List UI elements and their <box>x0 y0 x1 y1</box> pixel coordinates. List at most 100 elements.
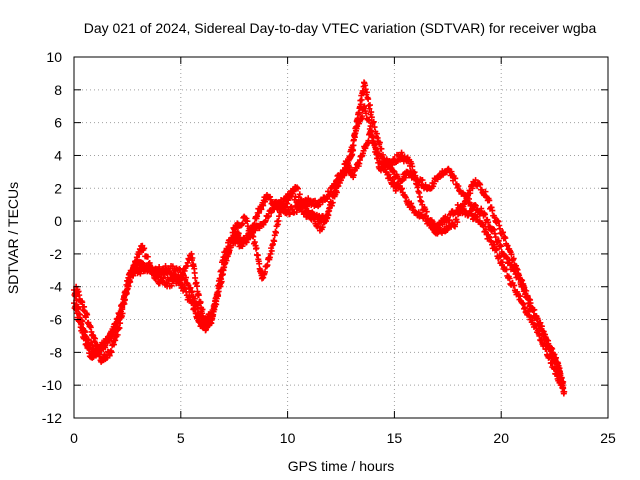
data-point <box>286 210 293 217</box>
data-point <box>430 180 437 187</box>
data-point <box>359 113 366 120</box>
data-point <box>193 283 200 290</box>
data-point <box>189 288 196 295</box>
data-layer <box>71 79 568 397</box>
data-point <box>295 200 302 207</box>
data-point <box>294 185 301 192</box>
data-point <box>319 224 326 231</box>
data-point <box>371 141 378 148</box>
data-point <box>304 203 311 210</box>
data-point <box>376 139 383 146</box>
data-point <box>482 211 489 218</box>
data-point <box>534 315 541 322</box>
data-point <box>508 251 515 258</box>
y-tick-label: -2 <box>50 246 63 262</box>
data-point <box>378 145 385 152</box>
data-point <box>244 236 251 243</box>
data-point <box>106 337 113 344</box>
data-point <box>92 335 99 342</box>
data-point <box>423 208 430 215</box>
data-point <box>324 214 331 221</box>
y-tick-label: 10 <box>46 49 62 65</box>
data-point <box>521 284 528 291</box>
data-point <box>477 181 484 188</box>
y-tick-label: 2 <box>54 180 62 196</box>
data-point <box>365 137 372 144</box>
data-point <box>362 86 369 93</box>
data-point <box>265 213 272 220</box>
x-tick-label: 20 <box>493 430 509 446</box>
data-point <box>114 331 121 338</box>
data-point <box>489 207 496 214</box>
data-point <box>282 203 289 210</box>
data-point <box>231 238 238 245</box>
data-point <box>235 230 242 237</box>
y-axis-label: SDTVAR / TECUs <box>5 182 21 294</box>
data-point <box>399 177 406 184</box>
data-point <box>469 185 476 192</box>
data-point <box>208 320 215 327</box>
data-point <box>368 109 375 116</box>
data-point <box>389 175 396 182</box>
data-point <box>253 245 260 252</box>
data-point <box>321 219 328 226</box>
y-tick-label: -8 <box>50 344 63 360</box>
data-point <box>256 260 263 267</box>
data-point <box>446 217 453 224</box>
data-point <box>168 282 175 289</box>
data-point <box>311 216 318 223</box>
data-point <box>502 235 509 242</box>
x-tick-label: 0 <box>70 430 78 446</box>
data-point <box>310 212 317 219</box>
data-point <box>372 145 379 152</box>
data-point <box>495 237 502 244</box>
data-point <box>396 184 403 191</box>
data-point <box>160 275 167 282</box>
x-tick-label: 5 <box>177 430 185 446</box>
data-point <box>119 310 126 317</box>
data-point <box>316 221 323 228</box>
data-point <box>329 199 336 206</box>
data-point <box>358 96 365 103</box>
data-point <box>452 175 459 182</box>
data-point <box>300 198 307 205</box>
data-point <box>499 259 506 266</box>
data-point <box>216 280 223 287</box>
data-point <box>129 272 136 279</box>
data-point <box>123 290 130 297</box>
data-point <box>340 167 347 174</box>
data-point <box>271 238 278 245</box>
data-point <box>169 263 176 270</box>
data-point <box>538 323 545 330</box>
series-track-c <box>73 127 568 397</box>
y-tick-label: 6 <box>54 115 62 131</box>
data-point <box>412 172 419 179</box>
data-point <box>94 341 101 348</box>
data-point <box>506 275 513 282</box>
y-tick-label: -12 <box>42 410 62 426</box>
data-point <box>192 274 199 281</box>
data-point <box>121 296 128 303</box>
data-point <box>141 245 148 252</box>
data-point <box>363 110 370 117</box>
data-point <box>273 229 280 236</box>
data-point <box>554 361 561 368</box>
plot-frame <box>73 56 609 419</box>
data-point <box>110 341 117 348</box>
data-point <box>527 300 534 307</box>
data-point <box>336 180 343 187</box>
data-point <box>182 274 189 281</box>
data-point <box>561 388 568 395</box>
data-point <box>365 96 372 103</box>
data-point <box>140 260 147 267</box>
data-point <box>221 260 228 267</box>
data-point <box>366 102 373 109</box>
data-point <box>210 311 217 318</box>
data-point <box>191 269 198 276</box>
data-point <box>197 299 204 306</box>
data-point <box>260 202 267 209</box>
data-point <box>95 346 102 353</box>
data-point <box>189 255 196 262</box>
data-point <box>545 337 552 344</box>
